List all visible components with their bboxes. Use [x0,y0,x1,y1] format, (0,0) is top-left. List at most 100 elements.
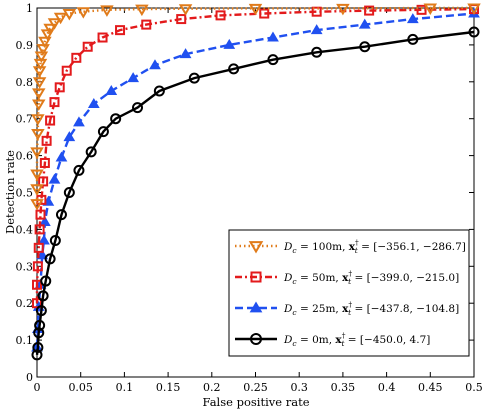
data-point [37,290,49,302]
data-point [38,234,50,245]
data-point [47,18,62,30]
y-tick-label: 0.3 [16,260,34,273]
data-point [467,3,481,15]
data-point [71,52,82,63]
data-point [249,301,263,313]
data-point [135,4,149,17]
data-point [416,4,427,15]
legend-label: Dc = 25m, x† t = [−437.8, −104.8] [283,300,459,317]
data-point [30,147,44,159]
series-line [35,7,475,304]
legend-entry: Dc = 50m, x† t = [−399.0, −215.0] [235,269,459,286]
data-point [110,113,122,125]
y-tick-label: 0.1 [16,334,34,347]
data-point [63,187,75,198]
data-point [267,31,279,42]
data-point [248,3,263,16]
x-tick-label: 0.3 [290,381,308,394]
data-point [32,279,42,290]
data-point [311,46,323,58]
y-tick-label: 0 [26,371,33,384]
x-tick-label: 0.35 [331,381,356,394]
data-point [38,36,52,49]
y-tick-label: 0.6 [16,150,34,163]
data-point [97,126,109,138]
y-tick-label: 0.4 [16,223,34,236]
data-point [215,10,226,21]
data-point [31,114,45,126]
data-point [176,14,187,25]
x-tick-label: 0.05 [68,381,93,394]
data-point [48,173,61,184]
data-point [87,97,100,108]
data-point [54,82,65,93]
y-axis-label: Detection rate [3,150,17,234]
data-point [32,261,43,272]
series-layer [30,3,481,361]
data-point [49,97,60,108]
y-tick-label: 0.7 [16,113,34,126]
data-point [149,59,161,70]
data-point [30,199,44,211]
data-point [31,99,46,111]
data-point [31,349,43,361]
y-tick-label: 0.2 [16,297,34,310]
x-tick-label: 0.2 [203,381,221,394]
data-point [85,146,97,158]
y-tick-label: 1 [26,2,33,15]
data-point [115,25,126,36]
data-point [35,305,47,317]
axis-ticks: 0 0.05 0.1 0.15 0.2 0.25 0.3 0.35 0.4 0.45 0.5 0 0.1… [16,2,483,394]
data-point [153,85,165,97]
data-point [38,216,51,227]
x-tick-label: 0.4 [378,381,396,394]
y-tick-label: 0.8 [16,76,34,89]
data-point [49,234,61,246]
data-point [358,18,371,29]
data-point [250,333,262,345]
x-tick-label: 0 [34,381,41,394]
legend-box [228,229,470,357]
legend-entry: Dc = 100m, x† t = [−356.1, −286.7] [235,238,466,255]
data-point [248,241,264,254]
data-point [34,224,45,235]
data-point [32,341,44,353]
data-point [32,298,42,309]
y-tick-label: 0.5 [16,187,34,200]
legend-entry: Dc = 0m, x† t = [−450.0, 4.7] [235,331,430,348]
x-axis-label: False positive rate [203,395,310,409]
data-point [127,72,140,83]
series-1 [32,4,479,309]
data-point [33,327,45,339]
data-point [30,169,44,182]
series-3 [31,26,480,361]
data-point [336,3,350,16]
data-point [228,63,240,75]
data-point [267,54,279,66]
legend: Dc = 100m, x† t = [−356.1, −286.7] Dc = 50… [228,229,470,357]
data-point [105,85,118,96]
legend-label: Dc = 100m, x† t = [−356.1, −286.7] [283,238,466,255]
x-tick-label: 0.15 [156,381,181,394]
data-point [178,4,193,16]
data-point [188,72,200,84]
data-point [310,24,323,35]
data-point [36,249,49,260]
data-point [61,65,72,76]
data-point [55,151,68,162]
data-point [141,19,152,30]
data-point [76,7,91,19]
series-line [35,6,474,204]
data-point [53,12,68,25]
legend-label: Dc = 50m, x† t = [−399.0, −215.0] [283,269,459,286]
data-point [73,164,85,176]
x-tick-label: 0.5 [465,381,483,394]
legend-entry: Dc = 25m, x† t = [−437.8, −104.8] [235,300,459,317]
data-point [406,13,419,24]
data-point [40,275,52,287]
data-point [33,242,44,253]
data-point [31,88,46,100]
data-point [97,32,108,43]
series-0 [30,3,481,211]
